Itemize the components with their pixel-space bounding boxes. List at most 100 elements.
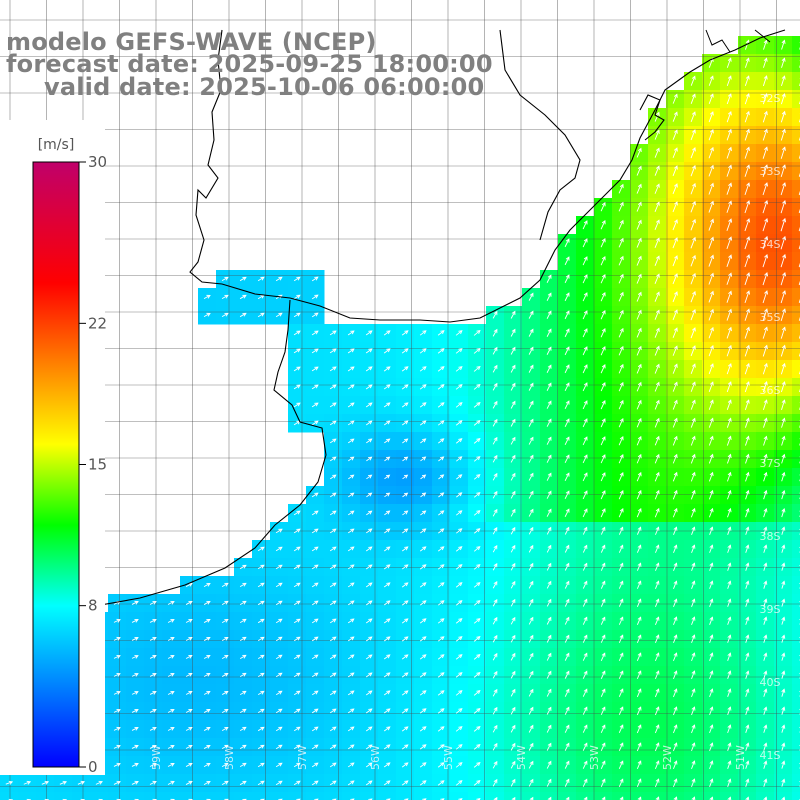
wind-arrow <box>293 780 301 786</box>
wind-arrow <box>636 345 642 356</box>
wind-speed-cell <box>792 450 800 469</box>
wind-arrow <box>203 708 211 713</box>
wind-arrow <box>781 508 786 518</box>
wind-arrow <box>691 760 696 770</box>
wind-arrow <box>745 544 750 553</box>
coastline <box>189 29 786 323</box>
wind-arrow <box>528 436 534 445</box>
wind-arrow <box>726 182 733 195</box>
wind-arrow <box>437 600 445 606</box>
wind-arrow <box>708 453 714 464</box>
wind-arrow <box>401 366 409 372</box>
wind-arrow <box>365 762 373 768</box>
wind-speed-cell <box>792 792 800 800</box>
wind-arrow <box>492 382 498 391</box>
wind-arrow <box>690 453 696 464</box>
wind-arrow <box>347 600 355 606</box>
wind-speed-cell <box>792 702 800 721</box>
wind-arrow <box>402 492 409 498</box>
wind-arrow <box>582 292 588 302</box>
wind-arrow <box>691 544 696 553</box>
wind-arrow <box>437 708 445 714</box>
wind-arrow <box>455 384 463 390</box>
wind-arrow <box>275 276 283 282</box>
wind-arrow <box>564 490 570 500</box>
wind-arrow <box>275 762 283 768</box>
wind-arrow <box>203 618 211 623</box>
wind-arrow <box>131 726 139 731</box>
wind-arrow <box>329 492 337 498</box>
wind-arrow <box>221 600 229 606</box>
wind-arrow <box>239 690 247 696</box>
wind-speed-cell <box>0 792 19 800</box>
wind-arrow <box>672 291 678 303</box>
wind-arrow <box>473 636 481 642</box>
wind-arrow <box>257 654 265 660</box>
wind-arrow <box>419 744 427 750</box>
wind-arrow <box>455 420 463 426</box>
wind-arrow <box>781 57 786 68</box>
latitude-label: 40S <box>760 676 781 689</box>
wind-arrow <box>636 616 642 625</box>
wind-arrow <box>293 276 301 282</box>
wind-arrow <box>492 580 498 589</box>
wind-arrow <box>672 111 678 122</box>
wind-arrow <box>293 510 301 516</box>
wind-arrow <box>239 600 247 606</box>
wind-arrow <box>438 492 445 498</box>
wind-arrow <box>564 238 570 248</box>
wind-arrow <box>329 366 337 372</box>
wind-arrow <box>727 489 732 500</box>
wind-arrow <box>636 273 642 284</box>
wind-arrow <box>365 690 373 696</box>
wind-arrow <box>582 760 588 769</box>
wind-arrow <box>600 454 606 464</box>
wind-arrow <box>673 742 678 752</box>
wind-arrow <box>366 474 373 480</box>
wind-arrow <box>311 636 319 642</box>
wind-arrow <box>763 435 768 446</box>
wind-arrow <box>564 634 570 643</box>
wind-arrow <box>673 778 678 788</box>
wind-arrow <box>709 706 714 716</box>
wind-arrow <box>618 309 624 320</box>
wind-speed-cell <box>792 684 800 703</box>
wind-arrow <box>600 490 606 500</box>
wind-arrow <box>131 672 139 677</box>
wind-arrow <box>654 111 660 122</box>
wind-arrow <box>383 564 391 570</box>
wind-arrow <box>311 708 319 714</box>
wind-arrow <box>455 708 463 714</box>
wind-arrow <box>690 507 696 518</box>
wind-arrow <box>582 670 588 679</box>
wind-arrow <box>709 634 714 643</box>
wind-arrow <box>455 672 463 678</box>
wind-arrow <box>762 272 769 286</box>
wind-arrow <box>673 562 678 571</box>
wind-arrow <box>763 652 768 661</box>
wind-arrow <box>763 724 768 733</box>
wind-arrow <box>131 744 139 749</box>
wind-arrow <box>745 526 750 535</box>
wind-arrow <box>203 312 211 318</box>
wind-speed-cell <box>792 126 800 145</box>
wind-arrow <box>618 724 624 734</box>
wind-arrow <box>221 762 229 768</box>
wind-arrow <box>383 672 391 678</box>
wind-arrow <box>654 634 660 644</box>
wind-speed-cell <box>702 792 721 800</box>
wind-arrow <box>762 326 768 339</box>
wind-arrow <box>365 672 373 678</box>
wind-arrow <box>618 471 624 482</box>
wind-speed-cell <box>792 630 800 649</box>
wind-arrow <box>275 546 283 552</box>
wind-arrow <box>636 219 642 230</box>
latitude-label: 36S <box>760 384 781 397</box>
wind-speed-cell <box>792 396 800 415</box>
wind-arrow <box>618 598 624 607</box>
wind-arrow <box>437 762 445 768</box>
wind-arrow <box>347 726 355 732</box>
wind-arrow <box>564 346 570 356</box>
wind-arrow <box>167 690 175 695</box>
wind-arrow <box>691 652 696 662</box>
